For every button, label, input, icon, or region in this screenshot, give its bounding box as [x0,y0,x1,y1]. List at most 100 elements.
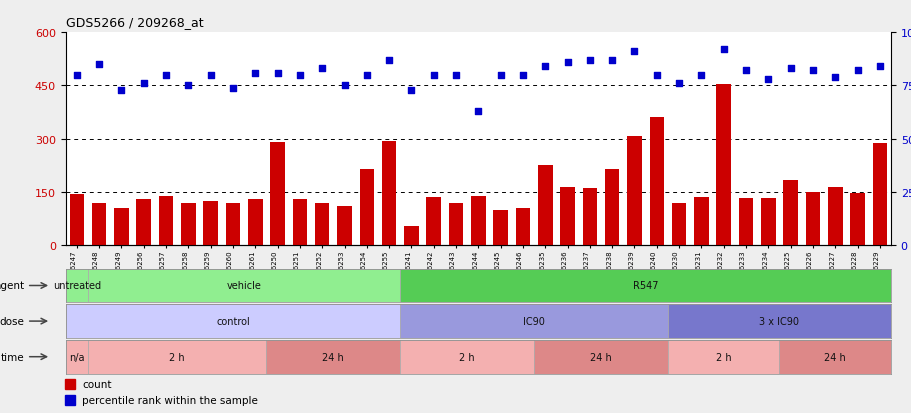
Point [225,85,240,92]
Bar [203,202,218,246]
Bar [66,340,87,374]
Bar [270,143,284,246]
Text: R547: R547 [632,281,658,291]
Bar [559,188,574,246]
Bar [779,340,890,374]
Bar [582,189,597,246]
Point [69,72,84,79]
Bar [92,203,107,246]
Bar [66,269,87,303]
Point [292,72,307,79]
Bar [627,137,641,246]
Bar [359,169,374,246]
Text: control: control [216,316,250,326]
Bar [292,199,307,246]
Point [181,83,196,90]
Bar [827,188,842,246]
Bar [314,203,329,246]
Text: n/a: n/a [69,352,85,362]
Point [559,59,574,66]
Bar [872,144,886,246]
Point [783,66,797,73]
Bar [137,199,151,246]
Bar [266,340,400,374]
Text: 24 h: 24 h [322,352,343,362]
Bar [382,141,396,246]
Point [649,72,663,79]
Point [471,109,486,115]
Point [827,74,842,81]
Bar [667,340,779,374]
Bar [671,204,686,246]
Bar [448,204,463,246]
Point [137,81,151,88]
Text: 24 h: 24 h [824,352,845,362]
Point [92,62,107,68]
Bar [849,193,864,246]
Point [203,72,218,79]
Bar [667,304,890,338]
Text: 24 h: 24 h [589,352,611,362]
Text: dose: dose [0,316,25,326]
Text: 2 h: 2 h [459,352,475,362]
Point [404,87,418,94]
Point [804,68,819,75]
Text: 2 h: 2 h [715,352,731,362]
Bar [400,340,534,374]
Text: 2 h: 2 h [169,352,185,362]
Point [493,72,507,79]
Text: percentile rank within the sample: percentile rank within the sample [82,396,258,406]
Bar [493,210,507,246]
Point [537,64,552,70]
Text: IC90: IC90 [523,316,545,326]
Bar [248,199,262,246]
Point [582,57,597,64]
Point [738,68,752,75]
Bar [761,199,774,246]
Bar [515,209,529,246]
Point [693,72,708,79]
Point [760,76,774,83]
Bar [783,180,797,246]
Point [627,49,641,55]
Point [849,68,864,75]
Text: count: count [82,379,111,389]
Text: untreated: untreated [53,281,101,291]
Bar [66,304,400,338]
Text: GDS5266 / 209268_at: GDS5266 / 209268_at [66,16,203,29]
Bar [400,269,890,303]
Text: 3 x IC90: 3 x IC90 [759,316,799,326]
Bar [534,340,667,374]
Bar [114,209,128,246]
Bar [804,192,819,246]
Point [359,72,374,79]
Point [248,70,262,77]
Text: agent: agent [0,281,25,291]
Bar [471,196,485,246]
Bar [649,118,663,246]
Bar [337,207,352,246]
Bar [181,203,195,246]
Bar [738,199,752,246]
Bar [159,196,173,246]
Point [159,72,173,79]
Point [337,83,352,90]
Point [114,87,128,94]
Bar [87,340,266,374]
Point [671,81,686,88]
Point [515,72,529,79]
Bar [400,304,667,338]
Bar [716,84,731,246]
Bar [604,169,619,246]
Bar [426,198,441,246]
Bar [537,166,552,246]
Point [872,64,886,70]
Point [382,57,396,64]
Point [716,47,731,53]
Text: vehicle: vehicle [227,281,261,291]
Bar [87,269,400,303]
Point [426,72,441,79]
Bar [225,204,240,246]
Point [604,57,619,64]
Bar [693,198,708,246]
